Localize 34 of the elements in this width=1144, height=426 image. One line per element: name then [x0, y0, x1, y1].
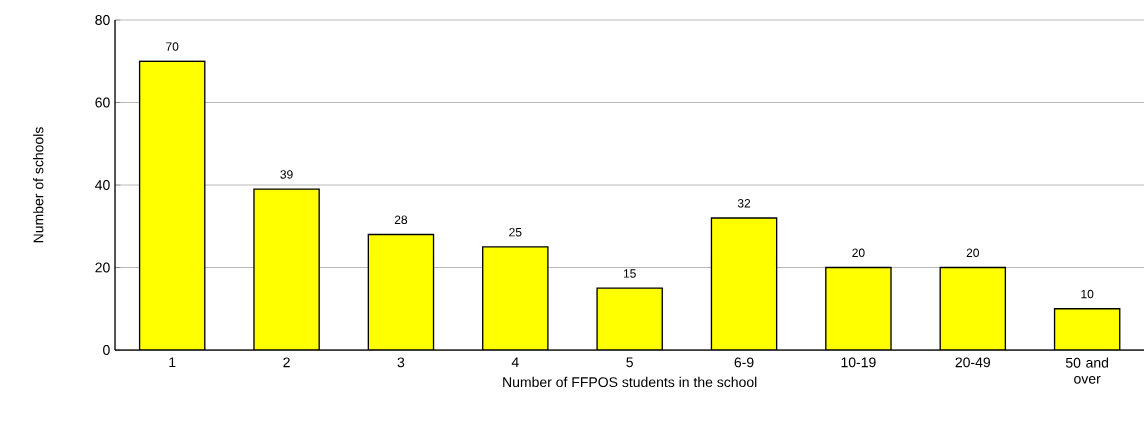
bar	[940, 267, 1006, 350]
data-label: 25	[509, 227, 522, 237]
bar	[253, 189, 320, 350]
x-tick-label: 5	[626, 357, 633, 368]
x-tick-label: 1	[169, 357, 176, 368]
bar	[139, 61, 205, 350]
bar	[368, 234, 434, 350]
data-label: 32	[737, 199, 751, 208]
y-tick-label: 60	[95, 97, 110, 108]
data-label: 28	[394, 215, 408, 225]
bar	[1053, 308, 1121, 350]
y-axis-title: Number of schools	[33, 127, 44, 243]
x-tick-label: 3	[397, 357, 405, 368]
x-tick-label: 20-49	[955, 357, 990, 368]
y-tick-label: 20	[95, 262, 110, 273]
y-tick-label: 80	[95, 15, 110, 25]
x-axis-title: Number of FFPOS students in the school	[503, 376, 757, 388]
data-label: 20	[852, 248, 865, 258]
x-tick-label: 4	[511, 357, 519, 368]
data-label: 10	[1081, 289, 1094, 299]
x-tick-label: 2	[283, 357, 290, 368]
bar	[597, 288, 663, 350]
x-tick-label: 10-19	[841, 357, 876, 368]
data-label: 70	[166, 42, 179, 51]
data-label: 39	[280, 170, 293, 179]
data-label: 20	[966, 248, 979, 258]
bar	[825, 267, 892, 350]
bar	[711, 218, 777, 350]
x-tick-label: 6-9	[734, 357, 754, 368]
data-label: 15	[623, 269, 636, 278]
y-tick-label: 40	[95, 180, 110, 190]
bar	[482, 246, 548, 350]
y-tick-label: 0	[103, 345, 110, 355]
x-tick-label: 50 and over	[1065, 357, 1109, 384]
